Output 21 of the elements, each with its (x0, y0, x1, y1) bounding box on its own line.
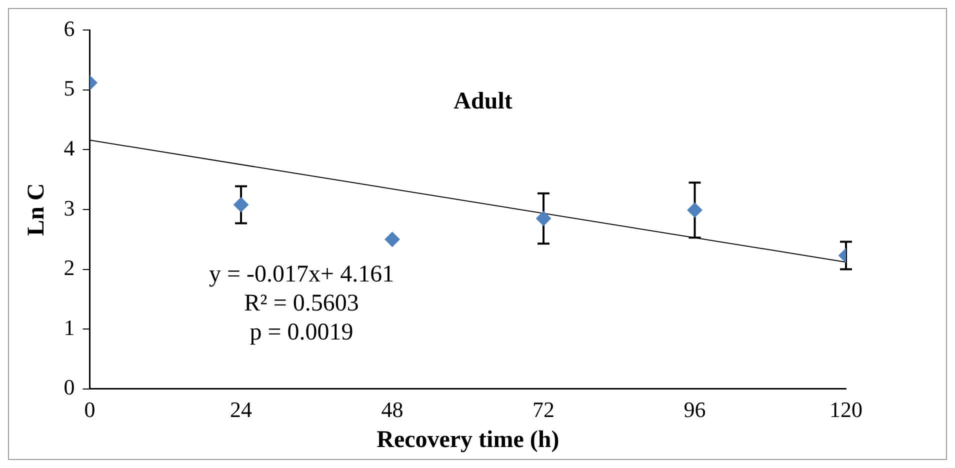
x-tick-label: 0 (84, 396, 96, 422)
x-tick-label: 120 (830, 396, 862, 422)
y-tick-label: 1 (64, 314, 75, 340)
point (384, 232, 400, 247)
y-tick-label: 0 (64, 374, 75, 400)
y-tick-label: 4 (64, 136, 75, 161)
x-axis-title: Recovery time (h) (376, 426, 560, 453)
annotation: y = -0.017x+ 4.161 (209, 261, 394, 288)
y-axis-title: Ln C (24, 183, 50, 236)
y-tick-label: 2 (64, 255, 75, 280)
y-tick-label: 3 (64, 195, 75, 220)
text: Adult (454, 88, 512, 114)
x-tick-label: 48 (381, 396, 404, 422)
x-tick-label: 24 (230, 396, 252, 422)
annotation: p = 0.0019 (250, 319, 354, 346)
point (536, 210, 552, 226)
y-tick-label: 6 (64, 16, 75, 41)
annotation: R² = 0.5603 (244, 290, 359, 316)
y-tick-label: 5 (64, 76, 75, 101)
x-tick-label: 72 (532, 396, 555, 422)
x-tick-label: 96 (684, 396, 706, 422)
